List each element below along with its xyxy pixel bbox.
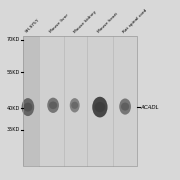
FancyBboxPatch shape [23,36,137,166]
Ellipse shape [22,98,34,116]
Ellipse shape [70,98,80,112]
Text: ACADL: ACADL [140,105,159,110]
Text: 55KD: 55KD [6,69,20,75]
Text: 70KD: 70KD [6,37,20,42]
Text: SH-SY5Y: SH-SY5Y [25,18,41,34]
Text: 35KD: 35KD [6,127,20,132]
Ellipse shape [121,103,129,111]
Text: Mouse liver: Mouse liver [48,14,69,34]
Text: 40KD: 40KD [6,105,20,111]
Text: Rat spinal cord: Rat spinal cord [122,8,148,34]
Text: Mouse kidney: Mouse kidney [73,10,97,34]
Ellipse shape [71,102,78,109]
Ellipse shape [92,97,108,118]
Ellipse shape [94,102,105,112]
Ellipse shape [49,102,57,109]
Text: Mouse heart: Mouse heart [97,12,119,34]
Ellipse shape [119,98,131,115]
Ellipse shape [47,98,59,113]
FancyBboxPatch shape [23,36,39,166]
Ellipse shape [23,103,32,112]
